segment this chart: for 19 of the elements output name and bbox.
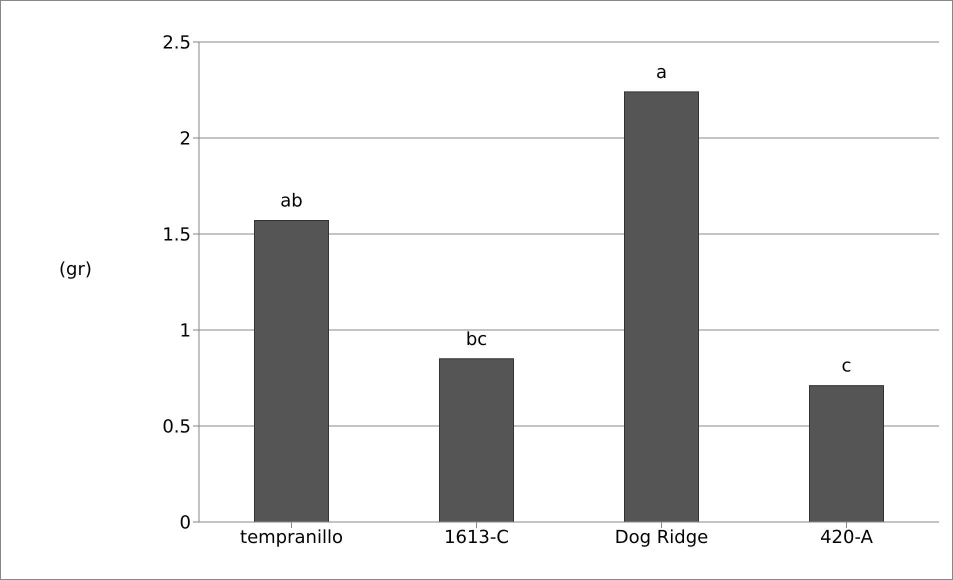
bar — [809, 385, 884, 522]
y-tick-label: 1 — [180, 320, 191, 342]
y-tick-label: 0 — [180, 512, 191, 534]
x-tick-label: 1613-C — [444, 526, 509, 548]
x-tick-label: 420-A — [820, 526, 874, 548]
x-tick-label: tempranillo — [240, 526, 343, 548]
bar — [439, 358, 514, 522]
y-tick-label: 0.5 — [162, 416, 191, 438]
annotation: bc — [466, 328, 488, 350]
y-axis-title: (gr) — [59, 259, 92, 280]
bar — [624, 91, 699, 522]
x-tick-label: Dog Ridge — [614, 526, 708, 548]
y-tick-label: 2.5 — [162, 32, 191, 54]
annotation: ab — [280, 190, 303, 212]
y-tick-label: 1.5 — [162, 224, 191, 246]
y-tick-label: 2 — [180, 128, 191, 150]
annotation: a — [656, 62, 668, 83]
bar — [254, 220, 329, 522]
annotation: c — [842, 356, 852, 377]
